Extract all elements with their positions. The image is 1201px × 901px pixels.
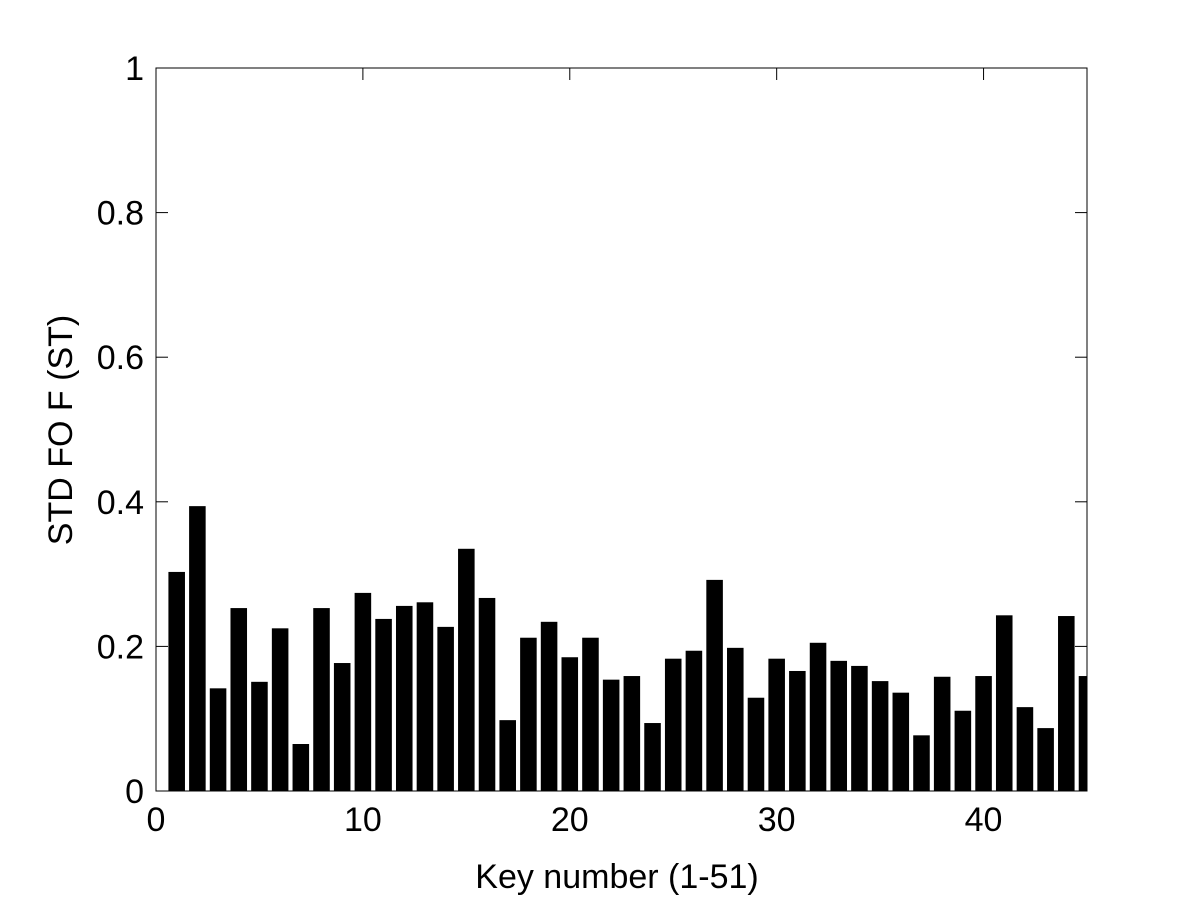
bar [1058,616,1075,791]
bar [830,660,848,791]
bar [602,679,620,791]
y-tick-label: 0.2 [97,628,144,666]
bar [1016,707,1034,791]
bar [292,744,310,791]
bar [209,688,227,791]
bar [478,597,496,791]
x-tick-label: 40 [965,801,1003,839]
bar [313,608,330,791]
bar [623,676,641,791]
bar [271,628,289,791]
bar [561,657,579,791]
bar [851,665,868,791]
bar [333,663,351,791]
bar [685,650,703,791]
bar [644,723,661,791]
bar [664,658,682,791]
bar [747,697,765,791]
bar [1037,728,1054,791]
bar [458,548,475,791]
bar [809,642,827,791]
bar [354,592,372,791]
bar [375,618,392,791]
bar [582,637,599,791]
bar [437,626,454,791]
bar [727,647,744,791]
y-tick-label: 0.4 [97,484,144,522]
bar [933,676,951,791]
bar [416,602,434,791]
bar [892,692,910,791]
bar [768,658,785,791]
bar [1078,676,1087,791]
bar [789,670,806,791]
bar [954,710,972,791]
bar [975,676,992,791]
axes-box [155,67,1088,792]
y-tick-label: 0.8 [97,195,144,233]
x-tick-label: 10 [344,801,382,839]
bar [913,735,930,791]
bar [230,608,248,791]
bars [168,506,1087,791]
y-tick-label: 0.6 [97,339,144,377]
bar [251,681,268,791]
bar [189,506,206,791]
x-tick-label: 30 [758,801,796,839]
y-tick-label: 0 [125,773,144,811]
y-tick-label: 1 [125,50,144,88]
bar [995,615,1013,791]
bar [168,571,185,791]
bar [871,681,889,791]
bar [706,579,723,791]
y-axis-label: STD FO F (ST) [42,315,80,545]
x-tick-label: 20 [551,801,589,839]
bar [520,637,537,791]
bar [395,605,413,791]
x-axis-label: Key number (1-51) [475,858,758,896]
bar [499,720,516,791]
bar [540,621,558,791]
x-tick-label: 0 [147,801,166,839]
